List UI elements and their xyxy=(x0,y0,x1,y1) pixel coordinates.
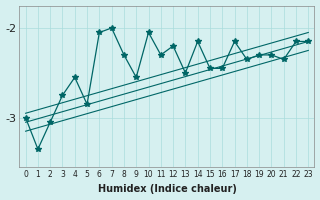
X-axis label: Humidex (Indice chaleur): Humidex (Indice chaleur) xyxy=(98,184,236,194)
